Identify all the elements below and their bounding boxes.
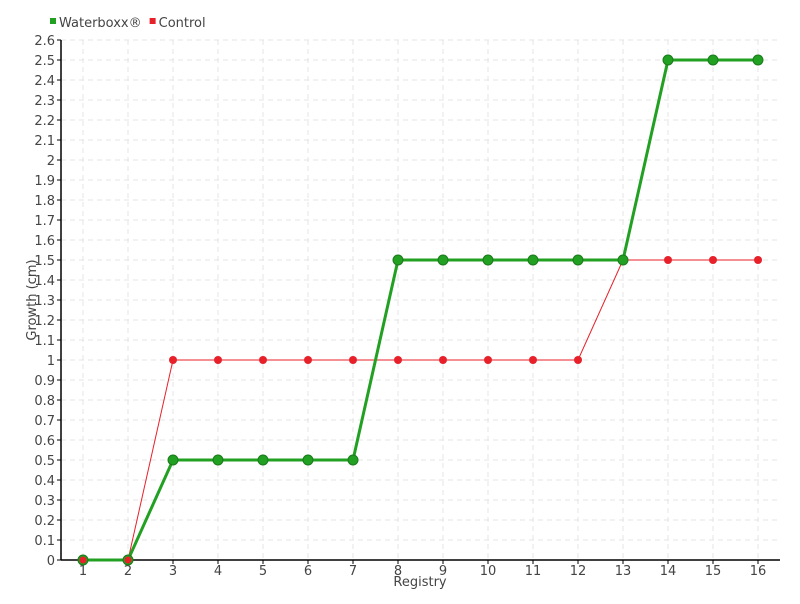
data-point bbox=[349, 356, 357, 364]
x-tick-label: 2 bbox=[124, 564, 132, 579]
y-tick-label: 0.9 bbox=[34, 374, 55, 389]
data-point bbox=[527, 254, 539, 266]
data-point bbox=[482, 254, 494, 266]
legend-swatch bbox=[50, 18, 56, 24]
y-tick-label: 0.4 bbox=[34, 474, 55, 489]
y-tick-label: 0.8 bbox=[34, 394, 55, 409]
y-tick-label: 2.5 bbox=[34, 54, 55, 69]
data-point bbox=[124, 556, 132, 564]
axes: 0 0.1 0.2 0.3 0.4 0.5 0.6 0.7 0.8 0.9 1 1.1 1.2 1.3 1.… bbox=[34, 34, 780, 579]
y-tick-label: 2.6 bbox=[34, 34, 55, 49]
grid bbox=[61, 39, 780, 560]
x-tick-label: 16 bbox=[750, 564, 767, 579]
y-tick-label: 0.7 bbox=[34, 414, 55, 429]
y-tick-label: 1.6 bbox=[34, 234, 55, 249]
data-point bbox=[437, 254, 449, 266]
series-line bbox=[83, 259, 758, 561]
y-tick-label: 0.3 bbox=[34, 494, 55, 509]
x-axis-label: Registry bbox=[393, 575, 447, 590]
data-point bbox=[214, 356, 222, 364]
data-point bbox=[484, 356, 492, 364]
legend: Waterboxx® Control bbox=[50, 16, 206, 31]
data-point bbox=[574, 356, 582, 364]
data-point bbox=[347, 454, 359, 466]
x-tick-label: 1 bbox=[79, 564, 87, 579]
y-tick-label: 1.4 bbox=[34, 274, 55, 289]
x-tick-label: 12 bbox=[570, 564, 587, 579]
y-axis-label: Growth (cm) bbox=[25, 259, 40, 340]
data-point bbox=[304, 356, 312, 364]
data-point bbox=[394, 356, 402, 364]
data-point bbox=[169, 356, 177, 364]
data-point bbox=[392, 254, 404, 266]
data-point bbox=[709, 256, 717, 264]
x-tick-label: 15 bbox=[705, 564, 722, 579]
data-point bbox=[529, 356, 537, 364]
y-tick-label: 1.2 bbox=[34, 314, 55, 329]
y-tick-label: 0.2 bbox=[34, 514, 55, 529]
legend-label: Waterboxx® bbox=[59, 16, 142, 31]
y-tick-label: 2.4 bbox=[34, 74, 55, 89]
x-tick-label: 14 bbox=[660, 564, 677, 579]
data-point bbox=[707, 54, 719, 66]
series-waterboxx bbox=[77, 54, 764, 566]
y-tick-label: 1.8 bbox=[34, 194, 55, 209]
data-point bbox=[257, 454, 269, 466]
y-tick-label: 0.5 bbox=[34, 454, 55, 469]
legend-label: Control bbox=[159, 16, 206, 31]
series-line bbox=[83, 58, 758, 562]
y-tick-label: 1 bbox=[47, 354, 55, 369]
x-tick-label: 13 bbox=[615, 564, 632, 579]
data-point bbox=[302, 454, 314, 466]
y-tick-label: 1.5 bbox=[34, 254, 55, 269]
x-tick-label: 3 bbox=[169, 564, 177, 579]
y-tick-label: 2.3 bbox=[34, 94, 55, 109]
y-tick-label: 1.3 bbox=[34, 294, 55, 309]
y-tick-label: 0 bbox=[47, 554, 55, 569]
data-point bbox=[167, 454, 179, 466]
y-tick-label: 0.6 bbox=[34, 434, 55, 449]
y-tick-label: 1.1 bbox=[34, 334, 55, 349]
x-tick-label: 6 bbox=[304, 564, 312, 579]
data-point bbox=[259, 356, 267, 364]
y-tick-label: 1.7 bbox=[34, 214, 55, 229]
legend-swatch bbox=[149, 18, 156, 24]
x-tick-label: 10 bbox=[480, 564, 497, 579]
x-tick-label: 8 bbox=[394, 564, 402, 579]
y-tick-label: 2.2 bbox=[34, 114, 55, 129]
x-tick-label: 4 bbox=[214, 564, 222, 579]
x-tick-label: 7 bbox=[349, 564, 357, 579]
data-point bbox=[664, 256, 672, 264]
x-tick-label: 11 bbox=[525, 564, 542, 579]
y-tick-label: 1.9 bbox=[34, 174, 55, 189]
y-tick-label: 2.1 bbox=[34, 134, 55, 149]
data-point bbox=[212, 454, 224, 466]
x-tick-label: 9 bbox=[439, 564, 447, 579]
y-tick-label: 0.1 bbox=[34, 534, 55, 549]
data-point bbox=[662, 54, 674, 66]
data-point bbox=[439, 356, 447, 364]
data-point bbox=[572, 254, 584, 266]
data-point bbox=[754, 256, 762, 264]
series-control bbox=[79, 256, 762, 564]
data-point bbox=[79, 556, 87, 564]
data-point bbox=[617, 254, 629, 266]
y-tick-label: 2 bbox=[47, 154, 55, 169]
x-tick-label: 5 bbox=[259, 564, 267, 579]
series-group bbox=[77, 54, 764, 566]
data-point bbox=[752, 54, 764, 66]
